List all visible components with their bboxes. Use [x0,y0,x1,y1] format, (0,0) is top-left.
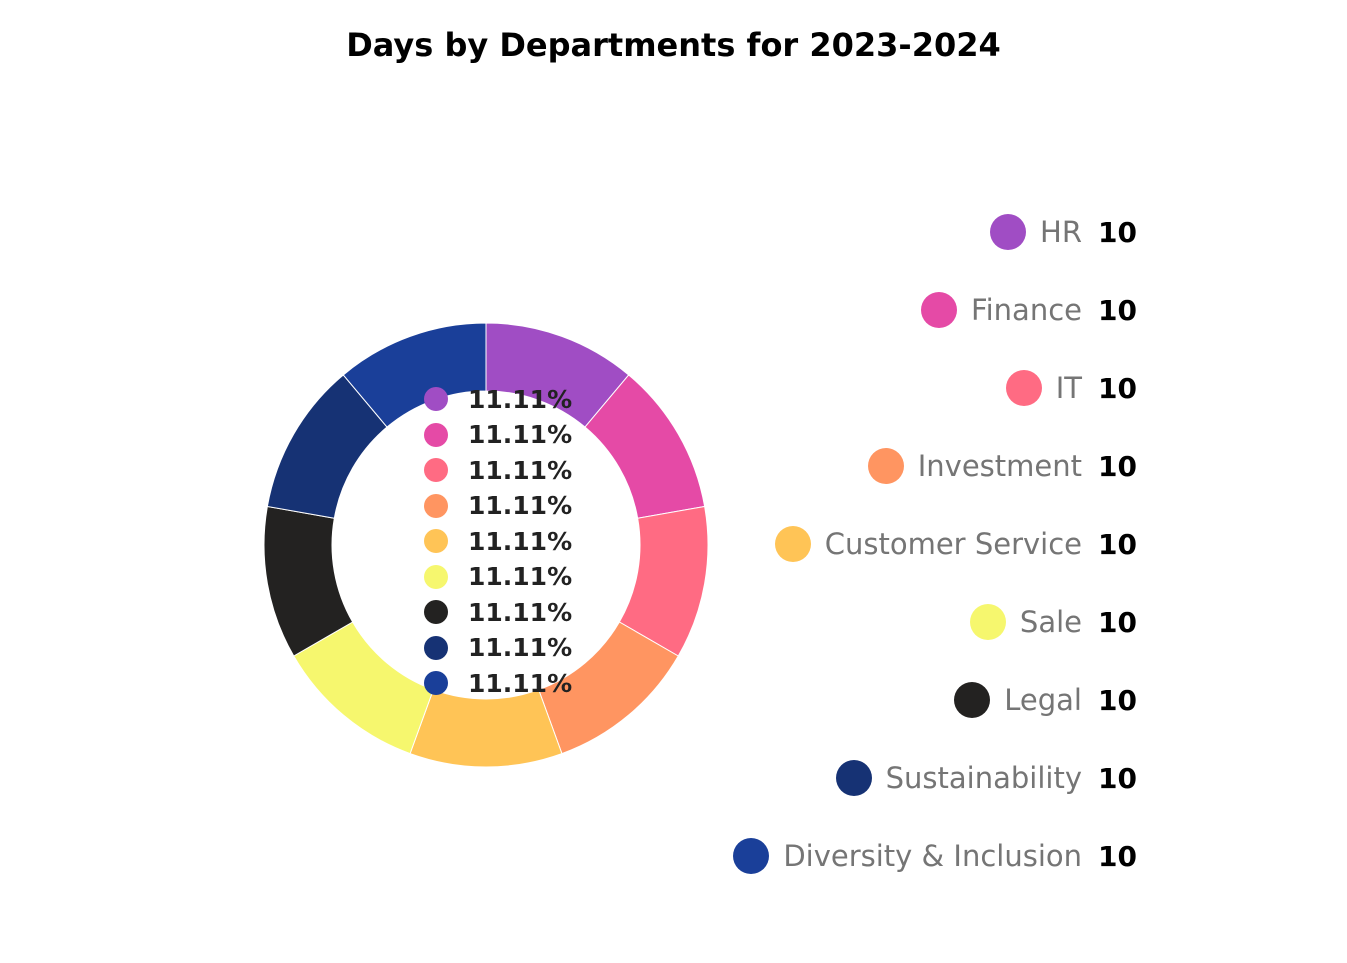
legend-value: 10 [1098,761,1137,795]
percent-item-diversity-and-inclusion: 11.11% [424,668,572,698]
legend-label: Customer Service [824,527,1082,561]
legend-item-legal[interactable]: Legal 10 [954,680,1137,720]
percent-item-finance: 11.11% [424,420,572,450]
legend-swatch [733,838,770,874]
percent-label: 11.11% [468,384,573,414]
percent-swatch [424,422,448,447]
legend-item-sale[interactable]: Sale 10 [969,602,1137,642]
legend-value: 10 [1098,605,1137,639]
legend-swatch [774,526,811,562]
legend-item-customer-service[interactable]: Customer Service 10 [774,524,1137,564]
legend-swatch [954,682,991,718]
percent-item-it: 11.11% [424,455,572,485]
legend-label: Sustainability [885,761,1082,795]
legend-value: 10 [1098,293,1137,327]
legend-swatch [921,292,958,328]
legend-value: 10 [1098,527,1137,561]
percent-label: 11.11% [468,562,573,591]
percent-label: 11.11% [468,455,573,485]
legend-label: Legal [1004,683,1082,717]
percent-swatch [424,458,448,482]
legend-value: 10 [1098,839,1137,873]
legend-value: 10 [1098,683,1137,717]
percent-swatch [424,529,448,553]
legend-item-finance[interactable]: Finance 10 [921,290,1137,330]
percent-swatch [424,564,448,589]
percent-item-sustainability: 11.11% [424,633,572,663]
legend-swatch [867,448,904,484]
donut-slices [263,322,709,768]
legend-value: 10 [1098,449,1137,483]
percent-label: 11.11% [468,420,573,449]
legend-item-hr[interactable]: HR 10 [990,212,1137,252]
percent-label: 11.11% [468,633,573,662]
chart-title: Days by Departments for 2023-2024 [346,26,1001,64]
legend-item-it[interactable]: IT 10 [1005,368,1137,408]
legend-label: Investment [917,449,1082,483]
percent-label: 11.11% [468,526,573,556]
legend-item-investment[interactable]: Investment 10 [867,446,1137,486]
legend-swatch [969,604,1006,640]
legend-item-sustainability[interactable]: Sustainability 10 [835,758,1137,798]
legend-item-diversity-and-inclusion[interactable]: Diversity & Inclusion 10 [733,836,1137,876]
legend-label: IT [1055,371,1082,405]
legend-swatch [835,760,872,796]
percent-item-sale: 11.11% [424,562,572,592]
slice-customer-service[interactable] [409,689,563,768]
legend-label: Finance [971,293,1082,327]
legend-label: HR [1040,215,1082,249]
percent-label: 11.11% [468,668,573,698]
percent-swatch [424,493,448,518]
legend-value: 10 [1098,215,1137,249]
percent-label: 11.11% [468,597,573,627]
percent-swatch [424,600,448,624]
slice-diversity-and-inclusion[interactable] [342,322,487,428]
percent-item-hr: 11.11% [424,384,572,414]
percent-item-investment: 11.11% [424,491,572,521]
percent-item-legal: 11.11% [424,597,572,627]
percent-swatch [424,387,448,411]
percent-swatch [424,671,448,695]
legend-swatch [1005,370,1042,406]
legend-value: 10 [1098,371,1137,405]
legend-label: Diversity & Inclusion [783,839,1082,873]
legend-swatch [990,214,1027,250]
percent-item-customer-service: 11.11% [424,526,572,556]
legend-label: Sale [1019,605,1082,639]
percent-swatch [424,635,448,660]
percent-label: 11.11% [468,491,573,520]
